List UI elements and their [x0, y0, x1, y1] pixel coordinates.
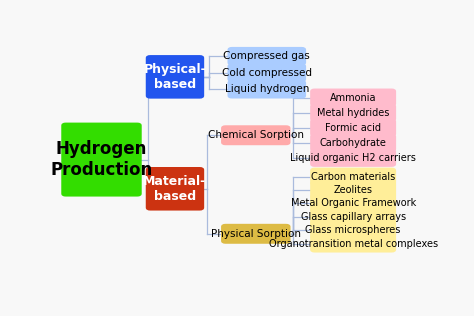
Text: Metal Organic Framework: Metal Organic Framework: [291, 198, 416, 208]
Text: Carbohydrate: Carbohydrate: [319, 138, 387, 148]
FancyBboxPatch shape: [310, 104, 396, 122]
FancyBboxPatch shape: [310, 221, 396, 239]
Text: Ammonia: Ammonia: [330, 93, 376, 102]
FancyBboxPatch shape: [310, 88, 396, 106]
Text: Organotransition metal complexes: Organotransition metal complexes: [269, 239, 438, 248]
FancyBboxPatch shape: [221, 224, 291, 244]
FancyBboxPatch shape: [146, 167, 204, 210]
Text: Formic acid: Formic acid: [325, 123, 381, 133]
Text: Zeolites: Zeolites: [334, 185, 373, 195]
Text: Cold compressed: Cold compressed: [222, 68, 312, 78]
FancyBboxPatch shape: [310, 194, 396, 212]
FancyBboxPatch shape: [228, 47, 306, 65]
Text: Liquid organic H2 carriers: Liquid organic H2 carriers: [290, 153, 416, 163]
Text: Physical-
based: Physical- based: [144, 63, 206, 91]
Text: Carbon materials: Carbon materials: [311, 172, 395, 182]
FancyBboxPatch shape: [228, 80, 306, 99]
FancyBboxPatch shape: [310, 149, 396, 167]
FancyBboxPatch shape: [310, 181, 396, 199]
FancyBboxPatch shape: [310, 119, 396, 137]
FancyBboxPatch shape: [310, 167, 396, 185]
FancyBboxPatch shape: [310, 134, 396, 152]
FancyBboxPatch shape: [146, 55, 204, 99]
Text: Material-
based: Material- based: [143, 175, 207, 203]
Text: Metal hydrides: Metal hydrides: [317, 108, 389, 118]
FancyBboxPatch shape: [221, 125, 291, 145]
Text: Hydrogen
Production: Hydrogen Production: [50, 140, 153, 179]
Text: Chemical Sorption: Chemical Sorption: [208, 130, 304, 140]
FancyBboxPatch shape: [310, 208, 396, 226]
Text: Liquid hydrogen: Liquid hydrogen: [225, 84, 309, 94]
Text: Compressed gas: Compressed gas: [223, 51, 310, 61]
Text: Glass capillary arrays: Glass capillary arrays: [301, 212, 406, 222]
FancyBboxPatch shape: [310, 234, 396, 252]
Text: Glass microspheres: Glass microspheres: [305, 225, 401, 235]
FancyBboxPatch shape: [61, 123, 142, 197]
Text: Physical Sorption: Physical Sorption: [211, 229, 301, 239]
FancyBboxPatch shape: [228, 64, 306, 82]
